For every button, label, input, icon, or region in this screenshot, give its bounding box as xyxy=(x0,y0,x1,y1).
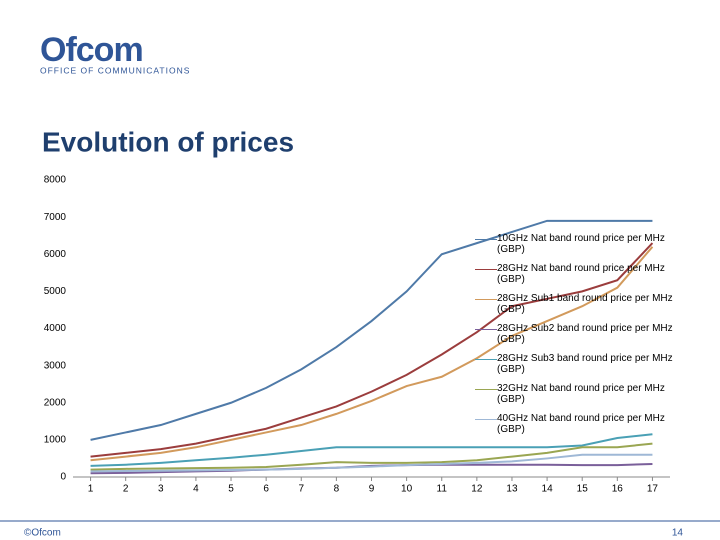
legend-swatch xyxy=(475,269,497,270)
y-tick-label: 3000 xyxy=(44,360,67,371)
x-tick-label: 3 xyxy=(158,484,164,495)
x-tick-label: 12 xyxy=(471,484,483,495)
x-tick-label: 11 xyxy=(437,484,448,495)
x-tick-label: 13 xyxy=(506,484,518,495)
logo: Ofcom xyxy=(40,31,143,69)
series-line xyxy=(90,246,654,462)
legend-label: 10GHz Nat band round price per MHz (GBP) xyxy=(497,233,665,255)
y-tick-label: 1000 xyxy=(44,435,67,446)
x-tick-label: 8 xyxy=(334,484,340,495)
y-tick-label: 8000 xyxy=(44,175,67,186)
legend-label: 28GHz Sub2 band round price per MHz (GBP… xyxy=(497,323,673,345)
y-tick-label: 7000 xyxy=(44,212,67,223)
y-tick-label: 2000 xyxy=(44,397,67,408)
legend-swatch xyxy=(475,299,497,300)
x-tick-label: 5 xyxy=(228,484,234,495)
legend-label: 32GHz Nat band round price per MHz (GBP) xyxy=(497,383,665,405)
series-line xyxy=(90,442,653,471)
x-tick-label: 9 xyxy=(369,484,375,495)
legend-swatch xyxy=(475,359,497,360)
x-tick-label: 7 xyxy=(298,484,304,495)
legend-label: 40GHz Nat band round price per MHz (GBP) xyxy=(497,413,665,435)
x-tick-label: 2 xyxy=(123,484,129,495)
footer-copyright: ©Ofcom xyxy=(24,528,61,539)
legend-swatch xyxy=(475,329,497,330)
series-line xyxy=(90,219,653,441)
legend-label: 28GHz Sub1 band round price per MHz (GBP… xyxy=(497,293,673,315)
page-number: 14 xyxy=(672,528,684,539)
y-tick-label: 5000 xyxy=(44,286,67,297)
series-line xyxy=(90,433,653,467)
x-tick-label: 14 xyxy=(542,484,554,495)
x-tick-label: 17 xyxy=(647,484,659,495)
y-tick-label: 0 xyxy=(60,472,66,483)
x-tick-label: 4 xyxy=(193,484,199,495)
y-tick-label: 6000 xyxy=(44,249,67,260)
legend-swatch xyxy=(475,389,497,390)
x-tick-label: 1 xyxy=(88,484,94,495)
y-tick-label: 4000 xyxy=(44,323,67,334)
x-tick-label: 10 xyxy=(401,484,413,495)
series-line xyxy=(90,242,654,458)
x-tick-label: 6 xyxy=(263,484,269,495)
legend-swatch xyxy=(475,419,497,420)
x-tick-label: 16 xyxy=(612,484,624,495)
slide-title: Evolution of prices xyxy=(42,126,294,157)
legend-label: 28GHz Sub3 band round price per MHz (GBP… xyxy=(497,353,673,375)
x-tick-label: 15 xyxy=(577,484,589,495)
legend-label: 28GHz Nat band round price per MHz (GBP) xyxy=(497,263,665,285)
legend-swatch xyxy=(475,239,497,240)
series-line xyxy=(90,453,653,473)
logo-tagline: OFFICE OF COMMUNICATIONS xyxy=(40,65,190,75)
